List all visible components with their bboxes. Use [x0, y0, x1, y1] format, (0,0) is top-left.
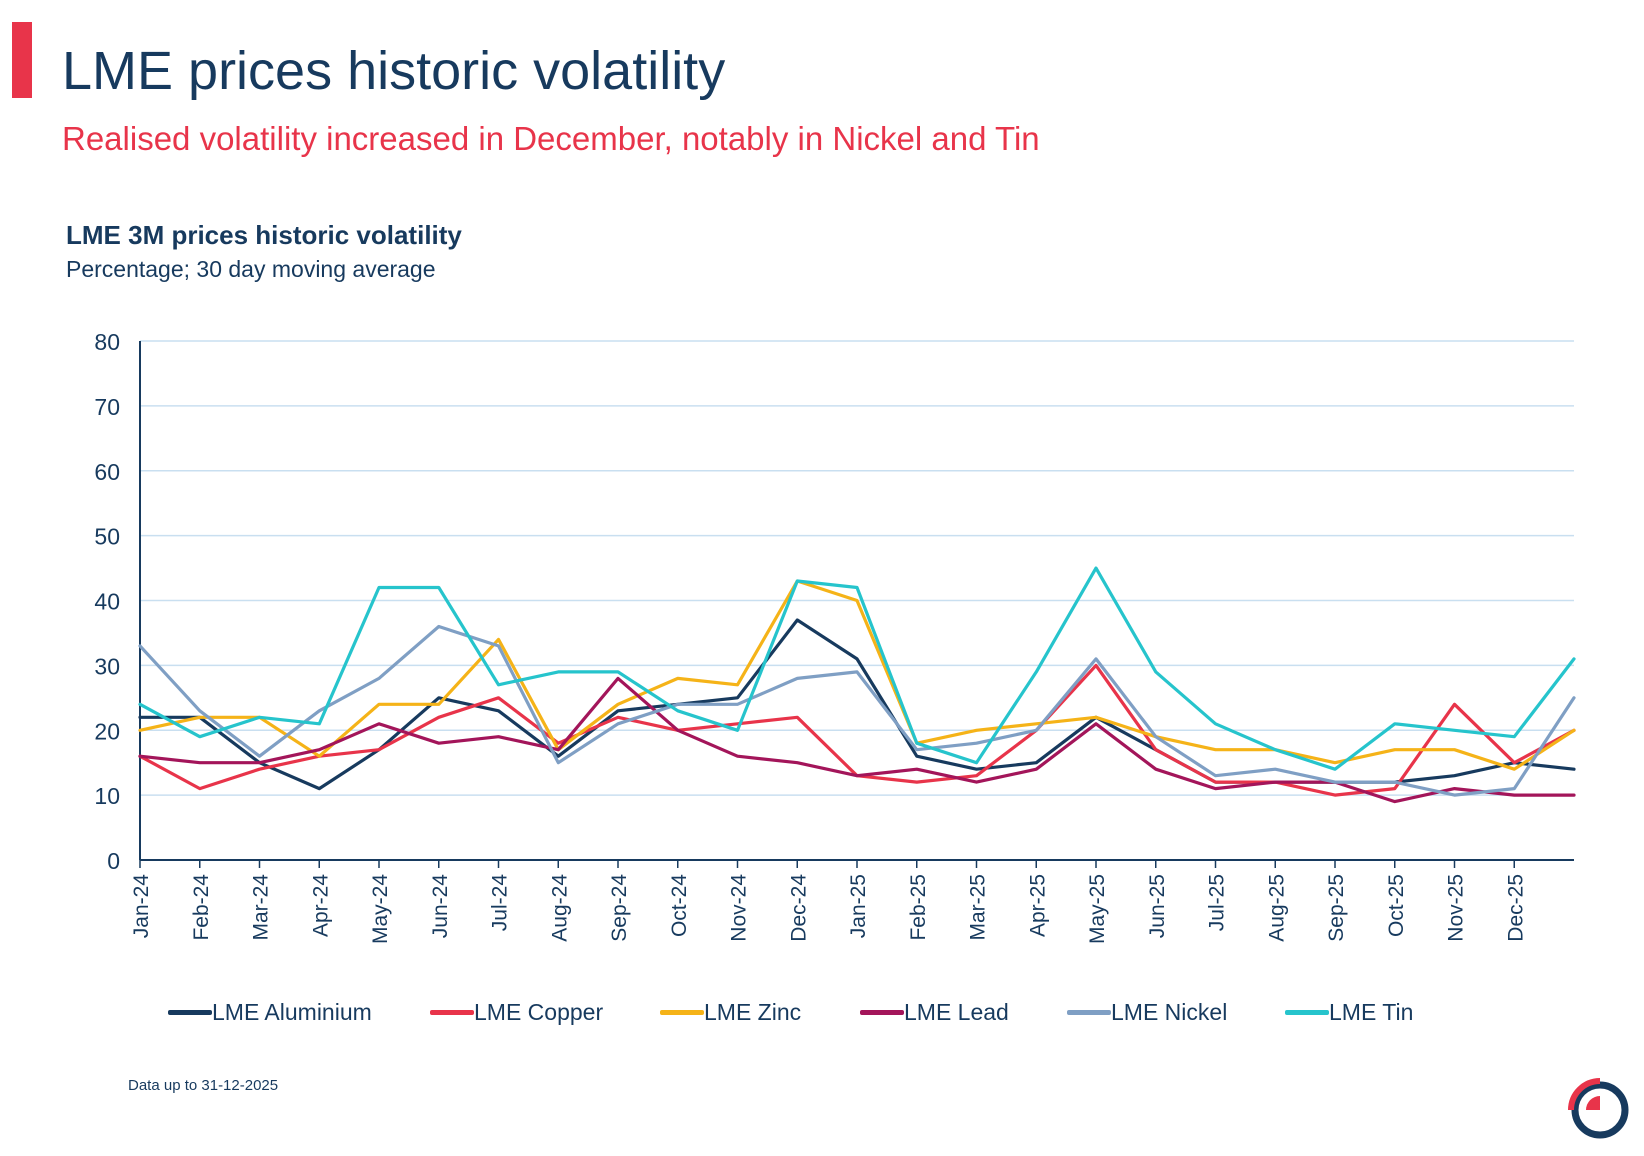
y-tick-label: 20 [94, 718, 120, 744]
x-tick-label: Aug-25 [1265, 874, 1288, 942]
legend-label: LME Copper [474, 999, 604, 1025]
legend-label: LME Tin [1329, 999, 1414, 1025]
legend-item: LME Copper [430, 999, 660, 1026]
series-line-lme-zinc [138, 579, 1576, 771]
chart-legend: LME Aluminium LME Copper LME Zinc LME Lead L… [168, 999, 1445, 1026]
legend-label: LME Nickel [1111, 999, 1228, 1025]
y-tick-label: 70 [94, 394, 120, 420]
legend-item: LME Zinc [660, 999, 860, 1026]
x-tick-label: Oct-25 [1385, 874, 1408, 937]
accent-bar [12, 22, 32, 98]
x-tick-label: Feb-24 [190, 874, 213, 941]
x-tick-label: Jul-25 [1206, 874, 1229, 931]
legend-swatch [1067, 1010, 1111, 1015]
x-tick-label: Nov-24 [728, 874, 751, 942]
legend-swatch [168, 1010, 212, 1015]
x-tick-label: Dec-25 [1504, 874, 1527, 942]
x-tick-label: Apr-24 [309, 874, 332, 937]
y-tick-label: 30 [94, 653, 120, 679]
page-title: LME prices historic volatility [62, 41, 726, 101]
legend-swatch [430, 1010, 474, 1015]
series-line-lme-tin [138, 566, 1576, 771]
legend-label: LME Zinc [704, 999, 802, 1025]
x-tick-label: May-24 [369, 874, 392, 944]
legend-item: LME Aluminium [168, 999, 430, 1026]
x-tick-label: Sep-25 [1325, 874, 1348, 942]
x-tick-label: May-25 [1086, 874, 1109, 944]
brand-logo-icon [1568, 1078, 1629, 1139]
page-subtitle: Realised volatility increased in Decembe… [62, 120, 1040, 157]
x-tick-label: Jan-25 [847, 874, 870, 938]
x-tick-label: Jun-25 [1146, 874, 1169, 938]
x-tick-label: Mar-24 [250, 874, 273, 941]
y-tick-label: 60 [94, 459, 120, 485]
legend-label: LME Aluminium [212, 999, 372, 1025]
x-tick-label: Nov-25 [1445, 874, 1468, 942]
x-tick-label: Aug-24 [548, 874, 571, 942]
footnote: Data up to 31-12-2025 [128, 1077, 279, 1094]
y-tick-label: 40 [94, 589, 120, 615]
chart-title: LME 3M prices historic volatility [66, 220, 462, 250]
x-tick-label: Oct-24 [668, 874, 691, 937]
x-tick-label: Jun-24 [429, 874, 452, 939]
y-tick-label: 80 [94, 329, 120, 355]
legend-label: LME Lead [904, 999, 1009, 1025]
x-tick-label: Feb-25 [907, 874, 930, 941]
volatility-line-chart: 0 10 20 30 40 50 60 70 80 Jan-24 Feb-24 Mar-24 Apr-2… [94, 329, 1576, 944]
x-tick-label: Mar-25 [967, 874, 990, 941]
x-tick-label: Sep-24 [608, 874, 631, 942]
x-tick-label: Dec-24 [787, 874, 810, 942]
legend-item: LME Lead [860, 999, 1067, 1026]
legend-swatch [1285, 1010, 1329, 1015]
legend-swatch [660, 1010, 704, 1015]
legend-item: LME Nickel [1067, 999, 1285, 1026]
chart-subtitle: Percentage; 30 day moving average [66, 256, 436, 282]
legend-swatch [860, 1010, 904, 1015]
x-tick-label: Jul-24 [489, 874, 512, 932]
series-line-lme-nickel [138, 624, 1576, 797]
x-tick-label: Jan-24 [130, 874, 153, 939]
y-tick-label: 10 [94, 783, 120, 809]
y-tick-label: 0 [107, 848, 120, 874]
x-tick-label: Apr-25 [1026, 874, 1049, 937]
y-tick-label: 50 [94, 524, 120, 550]
legend-item: LME Tin [1285, 999, 1445, 1026]
